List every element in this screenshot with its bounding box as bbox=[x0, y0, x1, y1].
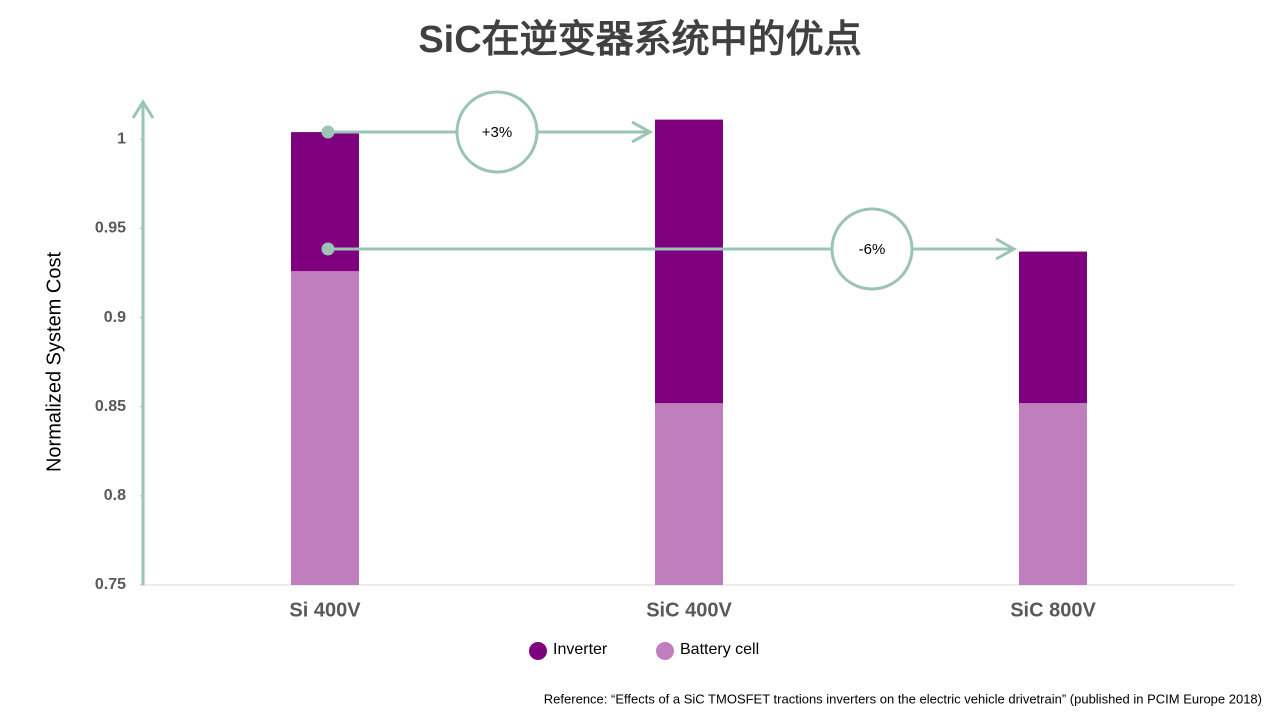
y-tick-label: 0.8 bbox=[104, 487, 126, 504]
bar-segment bbox=[655, 403, 723, 585]
bar-segment bbox=[655, 119, 723, 404]
x-tick-label: SiC 800V bbox=[1010, 599, 1096, 621]
bar-segment bbox=[1019, 403, 1087, 585]
arrow-start bbox=[321, 242, 335, 256]
y-tick-label: 0.85 bbox=[95, 398, 126, 415]
x-tick-label: SiC 400V bbox=[646, 599, 732, 621]
legend-swatch bbox=[529, 642, 547, 660]
y-tick-label: 0.95 bbox=[95, 220, 126, 237]
arrow-start bbox=[321, 125, 335, 139]
annotations bbox=[321, 90, 1018, 291]
chart-title: SiC在逆变器系统中的优点 bbox=[418, 19, 861, 61]
arrow-head bbox=[631, 120, 654, 144]
y-axis-label: Normalized System Cost bbox=[43, 252, 65, 473]
y-tick-label: 0.9 bbox=[104, 309, 126, 326]
plot: 0.75 0.8 0.85 0.9 0.95 1 Si 400V SiC 400V SiC 80… bbox=[95, 99, 1235, 621]
y-tick-label: 0.75 bbox=[95, 576, 126, 593]
annotation: +3% bbox=[482, 124, 512, 141]
arrow-head bbox=[995, 237, 1018, 261]
y-axis-arrow bbox=[131, 99, 155, 119]
legend-label: Battery cell bbox=[680, 641, 759, 658]
badge bbox=[455, 90, 539, 174]
x-tick-label: Si 400V bbox=[289, 599, 361, 621]
y-tick-label: 1 bbox=[117, 130, 126, 147]
bar-segment bbox=[1019, 251, 1087, 404]
reference: Reference: “Effects of a SiC TMOSFET tra… bbox=[544, 691, 1262, 706]
badge bbox=[830, 207, 914, 291]
legend-label: Inverter bbox=[553, 641, 608, 658]
annotation: -6% bbox=[859, 241, 886, 258]
bar-segment bbox=[291, 271, 359, 585]
legend-swatch bbox=[656, 642, 674, 660]
